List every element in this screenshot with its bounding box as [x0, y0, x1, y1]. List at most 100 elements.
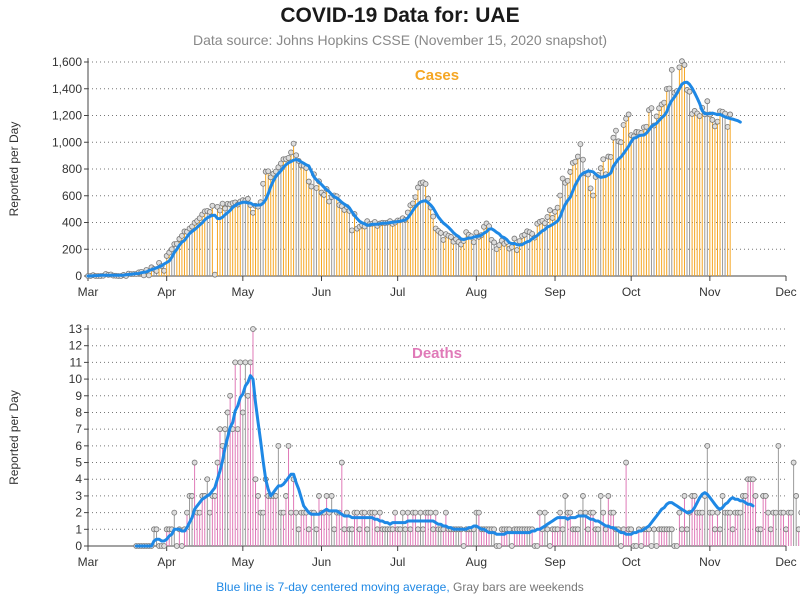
data-point	[260, 509, 267, 516]
page-title: COVID-19 Data for: UAE	[280, 4, 520, 27]
x-tick-label: Jun	[312, 285, 331, 299]
data-point	[473, 229, 480, 236]
data-point	[250, 326, 256, 332]
data-point	[653, 543, 660, 549]
data-point	[460, 543, 467, 549]
data-point	[549, 215, 556, 221]
y-tick-label: 1	[75, 522, 82, 536]
data-point	[684, 526, 690, 533]
data-point	[399, 509, 406, 516]
x-tick-label: Nov	[699, 285, 720, 299]
data-point	[567, 169, 574, 175]
data-point	[305, 526, 312, 533]
data-point	[371, 509, 378, 516]
data-point	[508, 244, 515, 251]
data-point	[440, 236, 447, 243]
data-point	[623, 459, 629, 466]
data-point	[448, 234, 454, 240]
data-point	[245, 392, 251, 399]
data-point	[491, 526, 498, 533]
y-tick-label: 2	[75, 506, 82, 520]
panel-title: Deaths	[412, 345, 462, 362]
data-point	[775, 442, 782, 449]
data-point	[772, 509, 779, 516]
data-point	[191, 459, 198, 466]
data-point	[422, 181, 429, 187]
data-point	[313, 185, 320, 191]
data-point	[613, 127, 619, 134]
data-point	[234, 426, 241, 433]
data-point	[620, 122, 627, 128]
data-point	[171, 509, 178, 516]
data-point	[252, 476, 259, 483]
data-point	[184, 509, 190, 516]
y-tick-label: 0	[75, 269, 82, 283]
data-point	[250, 209, 256, 216]
x-tick-label: Mar	[78, 285, 99, 299]
data-point	[574, 526, 581, 533]
x-tick-label: Mar	[78, 555, 99, 569]
data-point	[767, 526, 774, 533]
data-point	[470, 239, 477, 246]
x-tick-label: Apr	[157, 555, 176, 569]
x-tick-label: Sep	[544, 285, 566, 299]
y-tick-label: 1,600	[52, 55, 82, 69]
data-point	[544, 214, 551, 220]
data-point	[790, 459, 797, 466]
data-point	[255, 493, 261, 499]
data-point	[288, 509, 294, 516]
data-point	[597, 165, 604, 172]
data-point	[491, 239, 498, 246]
data-point	[222, 205, 228, 212]
data-point	[374, 526, 381, 533]
data-point	[420, 526, 426, 533]
data-point	[541, 509, 548, 516]
bar-series	[85, 58, 734, 279]
data-point	[209, 202, 216, 209]
data-point	[541, 220, 548, 227]
data-point	[679, 526, 685, 533]
data-point	[648, 105, 655, 112]
data-point	[430, 526, 437, 533]
data-point	[618, 543, 624, 549]
x-tick-label: Oct	[622, 285, 641, 299]
data-point	[407, 526, 414, 533]
data-point	[212, 493, 218, 499]
x-tick-label: Oct	[622, 555, 641, 569]
data-point	[727, 111, 734, 118]
y-tick-label: 1,200	[52, 109, 82, 123]
data-point	[417, 509, 424, 516]
data-point	[239, 409, 246, 416]
footnote-weekend: Gray bars are weekends	[453, 580, 584, 594]
y-tick-label: 6	[75, 439, 82, 453]
data-point	[308, 183, 315, 190]
data-point	[189, 493, 195, 499]
data-point	[496, 543, 503, 549]
data-point	[607, 154, 614, 160]
data-point	[293, 152, 300, 159]
data-point	[577, 141, 584, 148]
data-point	[343, 509, 350, 516]
data-point	[562, 493, 569, 499]
data-point	[534, 543, 541, 549]
y-tick-label: 400	[62, 216, 82, 230]
data-point	[724, 123, 731, 130]
data-point	[795, 526, 800, 533]
data-point	[364, 526, 371, 533]
data-point	[432, 509, 439, 516]
x-tick-label: May	[231, 555, 254, 569]
data-point	[217, 207, 223, 214]
data-point	[628, 526, 635, 533]
data-point	[610, 134, 617, 141]
data-point	[285, 154, 292, 161]
data-point	[577, 509, 584, 516]
data-point	[793, 493, 800, 499]
data-point	[283, 493, 289, 499]
y-axis-label: Reported per Day	[7, 390, 21, 485]
data-point	[638, 543, 645, 549]
x-tick-label: Aug	[466, 285, 487, 299]
data-point	[242, 359, 249, 366]
data-point	[590, 509, 596, 516]
data-point	[349, 526, 355, 533]
